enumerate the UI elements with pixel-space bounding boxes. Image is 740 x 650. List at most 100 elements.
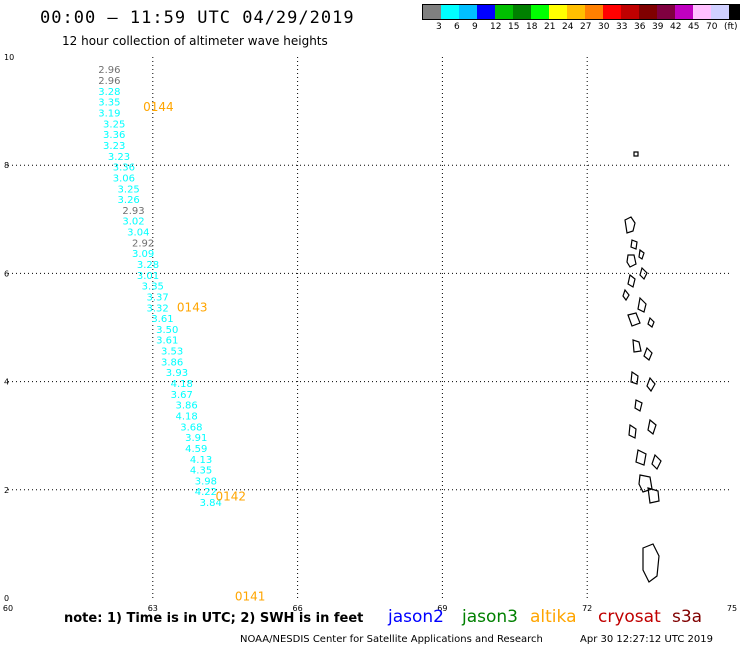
legend-tick-label: 3 bbox=[436, 22, 442, 32]
x-tick-label: 66 bbox=[293, 604, 303, 613]
x-tick-label: 72 bbox=[582, 604, 592, 613]
satellite-legend-item: altika bbox=[530, 607, 577, 627]
timestamp: Apr 30 12:27:12 UTC 2019 bbox=[580, 634, 713, 645]
swh-value: 3.93 bbox=[166, 368, 188, 379]
y-tick-label: 8 bbox=[4, 161, 9, 170]
swh-value: 3.36 bbox=[113, 163, 135, 174]
swh-value: 3.23 bbox=[108, 152, 130, 163]
swh-value: 3.86 bbox=[161, 357, 183, 368]
legend-swatch bbox=[477, 5, 495, 19]
pass-time-label: 0144 bbox=[143, 100, 174, 114]
pass-time-label: 0143 bbox=[177, 300, 208, 314]
swh-value: 3.35 bbox=[142, 282, 164, 293]
legend-tick-label: 12 bbox=[490, 22, 502, 32]
legend-tick-label: 39 bbox=[652, 22, 664, 32]
swh-value: 3.53 bbox=[161, 347, 183, 358]
swh-value: 3.68 bbox=[180, 422, 202, 433]
swh-value: 3.32 bbox=[146, 303, 168, 314]
y-tick-label: 0 bbox=[4, 594, 9, 603]
satellite-legend-item: jason2 bbox=[388, 607, 444, 627]
x-axis-ticks: 60 63 66 69 72 75 bbox=[3, 604, 737, 613]
legend-swatch bbox=[693, 5, 711, 19]
legend-swatch bbox=[657, 5, 675, 19]
y-tick-label: 2 bbox=[4, 486, 9, 495]
island-outlines bbox=[622, 151, 662, 583]
swh-value: 3.35 bbox=[98, 98, 120, 109]
satellite-legend-item: s3a bbox=[672, 607, 703, 627]
altimeter-tracks: 2.962.963.283.353.193.253.363.233.233.36… bbox=[98, 65, 265, 603]
swh-value: 4.59 bbox=[185, 444, 207, 455]
swh-value: 3.28 bbox=[98, 87, 120, 98]
legend-tick-label: 36 bbox=[634, 22, 646, 32]
swh-value: 3.23 bbox=[103, 141, 125, 152]
swh-value: 3.36 bbox=[103, 130, 125, 141]
swh-value: 3.50 bbox=[156, 325, 178, 336]
legend-tick-label: (ft) bbox=[724, 22, 738, 32]
legend-swatch bbox=[567, 5, 585, 19]
legend-color-bar bbox=[422, 4, 740, 20]
legend-swatch bbox=[675, 5, 693, 19]
x-tick-label: 60 bbox=[3, 604, 13, 613]
swh-value: 3.26 bbox=[118, 195, 140, 206]
x-tick-label: 63 bbox=[148, 604, 158, 613]
swh-value: 3.61 bbox=[151, 314, 173, 325]
legend-tick-label: 6 bbox=[454, 22, 460, 32]
swh-value: 3.86 bbox=[175, 401, 197, 412]
legend-tick-label: 18 bbox=[526, 22, 538, 32]
legend-tick-label: 27 bbox=[580, 22, 592, 32]
swh-value: 3.06 bbox=[113, 173, 135, 184]
legend-tick-label: 24 bbox=[562, 22, 574, 32]
page-title: 00:00 – 11:59 UTC 04/29/2019 bbox=[40, 8, 355, 28]
legend-tick-label: 33 bbox=[616, 22, 628, 32]
swh-value: 3.19 bbox=[98, 109, 120, 120]
legend-tick-labels: 3 6 9 12 15 18 21 24 27 30 33 36 39 42 45 70 (ft) bbox=[422, 20, 740, 32]
swh-value: 3.28 bbox=[137, 260, 159, 271]
legend-tick-label: 30 bbox=[598, 22, 610, 32]
page-subtitle: 12 hour collection of altimeter wave hei… bbox=[62, 34, 328, 48]
legend-tick-label: 42 bbox=[670, 22, 682, 32]
legend-swatch bbox=[441, 5, 459, 19]
swh-value: 3.61 bbox=[156, 336, 178, 347]
satellite-legend-item: jason3 bbox=[462, 607, 518, 627]
map-grid bbox=[8, 57, 732, 598]
legend-swatch bbox=[423, 5, 441, 19]
legend-swatch bbox=[549, 5, 567, 19]
swh-value: 3.25 bbox=[118, 184, 140, 195]
y-tick-label: 4 bbox=[4, 378, 9, 387]
swh-value: 4.13 bbox=[190, 455, 212, 466]
swh-value: 3.25 bbox=[103, 119, 125, 130]
legend-swatch bbox=[729, 5, 740, 19]
swh-value: 4.18 bbox=[171, 379, 193, 390]
swh-value: 3.02 bbox=[122, 217, 144, 228]
swh-value: 3.37 bbox=[146, 292, 168, 303]
legend-swatch bbox=[603, 5, 621, 19]
legend-tick-label: 9 bbox=[472, 22, 478, 32]
swh-value: 4.18 bbox=[175, 411, 197, 422]
swh-value: 3.91 bbox=[185, 433, 207, 444]
swh-value: 3.84 bbox=[200, 498, 222, 509]
legend-swatch bbox=[711, 5, 729, 19]
x-tick-label: 75 bbox=[727, 604, 737, 613]
legend-swatch bbox=[639, 5, 657, 19]
x-tick-label: 69 bbox=[437, 604, 447, 613]
footnote: note: 1) Time is in UTC; 2) SWH is in fe… bbox=[64, 611, 364, 626]
pass-time-label: 0141 bbox=[235, 590, 266, 604]
legend-tick-label: 21 bbox=[544, 22, 556, 32]
y-tick-label: 6 bbox=[4, 269, 9, 278]
y-axis-ticks: 0 2 4 6 8 10 bbox=[4, 53, 14, 603]
swh-value: 2.93 bbox=[122, 206, 144, 217]
swh-value: 4.22 bbox=[195, 487, 217, 498]
legend-swatch bbox=[495, 5, 513, 19]
swh-value: 3.67 bbox=[171, 390, 193, 401]
credit-line: NOAA/NESDIS Center for Satellite Applica… bbox=[240, 634, 543, 645]
swh-value: 3.04 bbox=[127, 228, 149, 239]
satellite-legend-item: cryosat bbox=[598, 607, 661, 627]
legend-swatch bbox=[513, 5, 531, 19]
color-legend: 3 6 9 12 15 18 21 24 27 30 33 36 39 42 45 70 (ft) bbox=[422, 4, 740, 32]
swh-value: 2.96 bbox=[98, 65, 120, 76]
legend-tick-label: 15 bbox=[508, 22, 520, 32]
swh-value: 3.01 bbox=[137, 271, 159, 282]
swh-value: 3.09 bbox=[132, 249, 154, 260]
swh-value: 2.92 bbox=[132, 238, 154, 249]
island-outline bbox=[622, 151, 662, 583]
